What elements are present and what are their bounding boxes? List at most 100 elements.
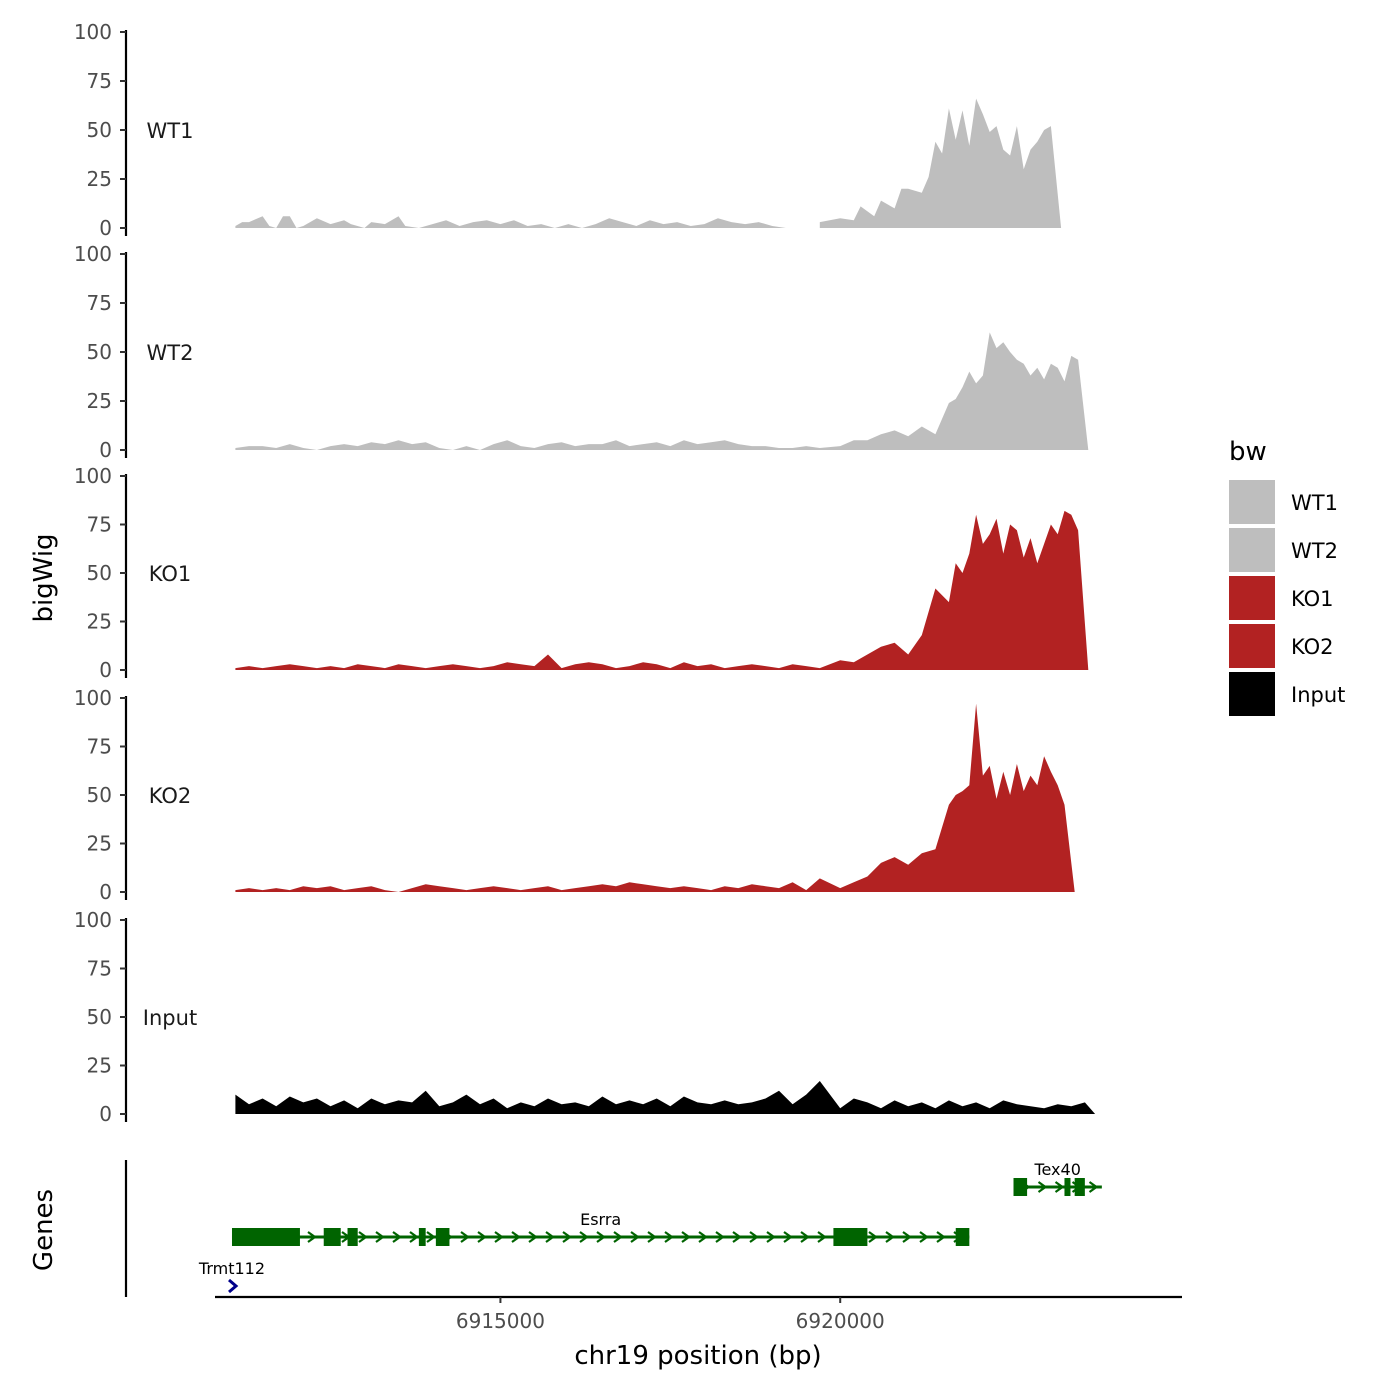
gene-strand-arrow (749, 1231, 759, 1243)
gene-strand-arrow (494, 1231, 504, 1243)
gene-exon (347, 1228, 358, 1246)
gene-strand-arrow (392, 1231, 402, 1243)
gene-strand-arrow (409, 1231, 419, 1243)
y-tick-label: 0 (99, 438, 112, 462)
legend-key-ko1 (1229, 576, 1275, 620)
gene-strand-arrow (613, 1231, 623, 1243)
y-tick-label: 0 (99, 880, 112, 904)
y-tick-label: 25 (87, 389, 112, 413)
legend-label: KO1 (1291, 587, 1334, 611)
track-wt2: 0 25 50 75 100 WT2 (74, 242, 1089, 462)
legend-label: Input (1291, 683, 1345, 707)
y-tick-label: 25 (87, 832, 112, 856)
gene-strand-arrow (545, 1231, 555, 1243)
track-ko2: 0 25 50 75 100 KO2 (74, 686, 1075, 904)
signal-area-ko2 (235, 703, 1075, 892)
gene-strand-arrow (477, 1231, 487, 1243)
gene-strand-arrow (783, 1231, 793, 1243)
gene-strand-arrow (1088, 1181, 1099, 1193)
y-tick-label: 50 (87, 561, 112, 585)
legend-label: WT1 (1291, 491, 1338, 515)
legend-label: KO2 (1291, 635, 1334, 659)
gene-strand-arrow (307, 1231, 317, 1243)
signal-area-wt1 (235, 216, 796, 228)
x-tick-label: 6920000 (796, 1309, 885, 1333)
signal-area-input (235, 1081, 1096, 1114)
gene-strand-arrow (228, 1278, 239, 1294)
gene-exon (1074, 1178, 1085, 1196)
legend-key-wt1 (1229, 480, 1275, 524)
gene-exon (955, 1228, 970, 1246)
gene-strand-arrow (800, 1231, 810, 1243)
y-tick-label: 50 (87, 783, 112, 807)
x-axis-title: chr19 position (bp) (574, 1341, 821, 1371)
gene-strand-arrow (358, 1231, 368, 1243)
track-label: KO2 (149, 784, 192, 808)
gene-label: Tex40 (1033, 1160, 1080, 1179)
gene-strand-arrow (715, 1231, 725, 1243)
gene-strand-arrow (919, 1231, 929, 1243)
gene-strand-arrow (885, 1231, 895, 1243)
gene-strand-arrow (630, 1231, 640, 1243)
gene-strand-arrow (1054, 1181, 1065, 1193)
gene-strand-arrow (579, 1231, 589, 1243)
y-tick-label: 100 (74, 908, 112, 932)
gene-strand-arrow (698, 1231, 708, 1243)
y-axis-title: bigWig (29, 533, 59, 622)
y-tick-label: 100 (74, 242, 112, 266)
gene-tex40: Tex40 (1013, 1160, 1102, 1196)
legend-key-input (1229, 672, 1275, 716)
genes-axis-title: Genes (29, 1189, 59, 1271)
y-tick-label: 75 (87, 69, 112, 93)
gene-exon (833, 1228, 868, 1246)
legend-label: WT2 (1291, 539, 1338, 563)
gene-strand-arrow (528, 1231, 538, 1243)
gene-label: Trmt112 (198, 1259, 265, 1278)
y-tick-label: 0 (99, 216, 112, 240)
gene-exon (1064, 1178, 1071, 1196)
gene-strand-arrow (766, 1231, 776, 1243)
gene-label: Esrra (580, 1210, 621, 1229)
gene-strand-arrow (1037, 1181, 1048, 1193)
y-tick-label: 75 (87, 957, 112, 981)
legend-key-wt2 (1229, 528, 1275, 572)
y-tick-label: 100 (74, 464, 112, 488)
gene-strand-arrow (681, 1231, 691, 1243)
y-tick-label: 50 (87, 1005, 112, 1029)
y-tick-label: 50 (87, 340, 112, 364)
y-tick-label: 100 (74, 686, 112, 710)
gene-strand-arrow (426, 1231, 436, 1243)
track-label: KO1 (149, 562, 192, 586)
x-tick-label: 6915000 (456, 1309, 545, 1333)
y-tick-label: 25 (87, 610, 112, 634)
gene-track: Trmt112 Esrra Tex40 (124, 1160, 1102, 1297)
track-ko1: 0 25 50 75 100 KO1 (74, 464, 1089, 682)
signal-tracks: 0255075100WT10255075100WT20255075100KO10… (74, 20, 1096, 1126)
gene-strand-arrow (562, 1231, 572, 1243)
y-tick-label: 0 (99, 1102, 112, 1126)
y-tick-label: 75 (87, 735, 112, 759)
gene-strand-arrow (936, 1231, 946, 1243)
track-wt1: 0 25 50 75 100 WT1 (74, 20, 1062, 240)
signal-area-ko1 (235, 510, 1089, 670)
gene-strand-arrow (511, 1231, 521, 1243)
legend-title: bw (1229, 437, 1267, 467)
gene-strand-arrow (647, 1231, 657, 1243)
y-tick-label: 25 (87, 167, 112, 191)
x-axis: 6915000 6920000 (215, 1295, 1182, 1333)
signal-area-wt1 (819, 98, 1062, 228)
gene-esrra: Esrra (231, 1210, 970, 1246)
track-label: WT2 (147, 341, 194, 365)
y-tick-label: 25 (87, 1054, 112, 1078)
legend-key-ko2 (1229, 624, 1275, 668)
signal-area-wt2 (235, 332, 1089, 450)
gene-exon (435, 1228, 450, 1246)
gene-trmt112: Trmt112 (198, 1259, 265, 1294)
track-input: 0 25 50 75 100 Input (74, 908, 1096, 1126)
gene-strand-arrow (460, 1231, 470, 1243)
gene-exon (418, 1228, 426, 1246)
y-tick-label: 0 (99, 658, 112, 682)
gene-strand-arrow (902, 1231, 912, 1243)
gene-exon (231, 1228, 300, 1246)
